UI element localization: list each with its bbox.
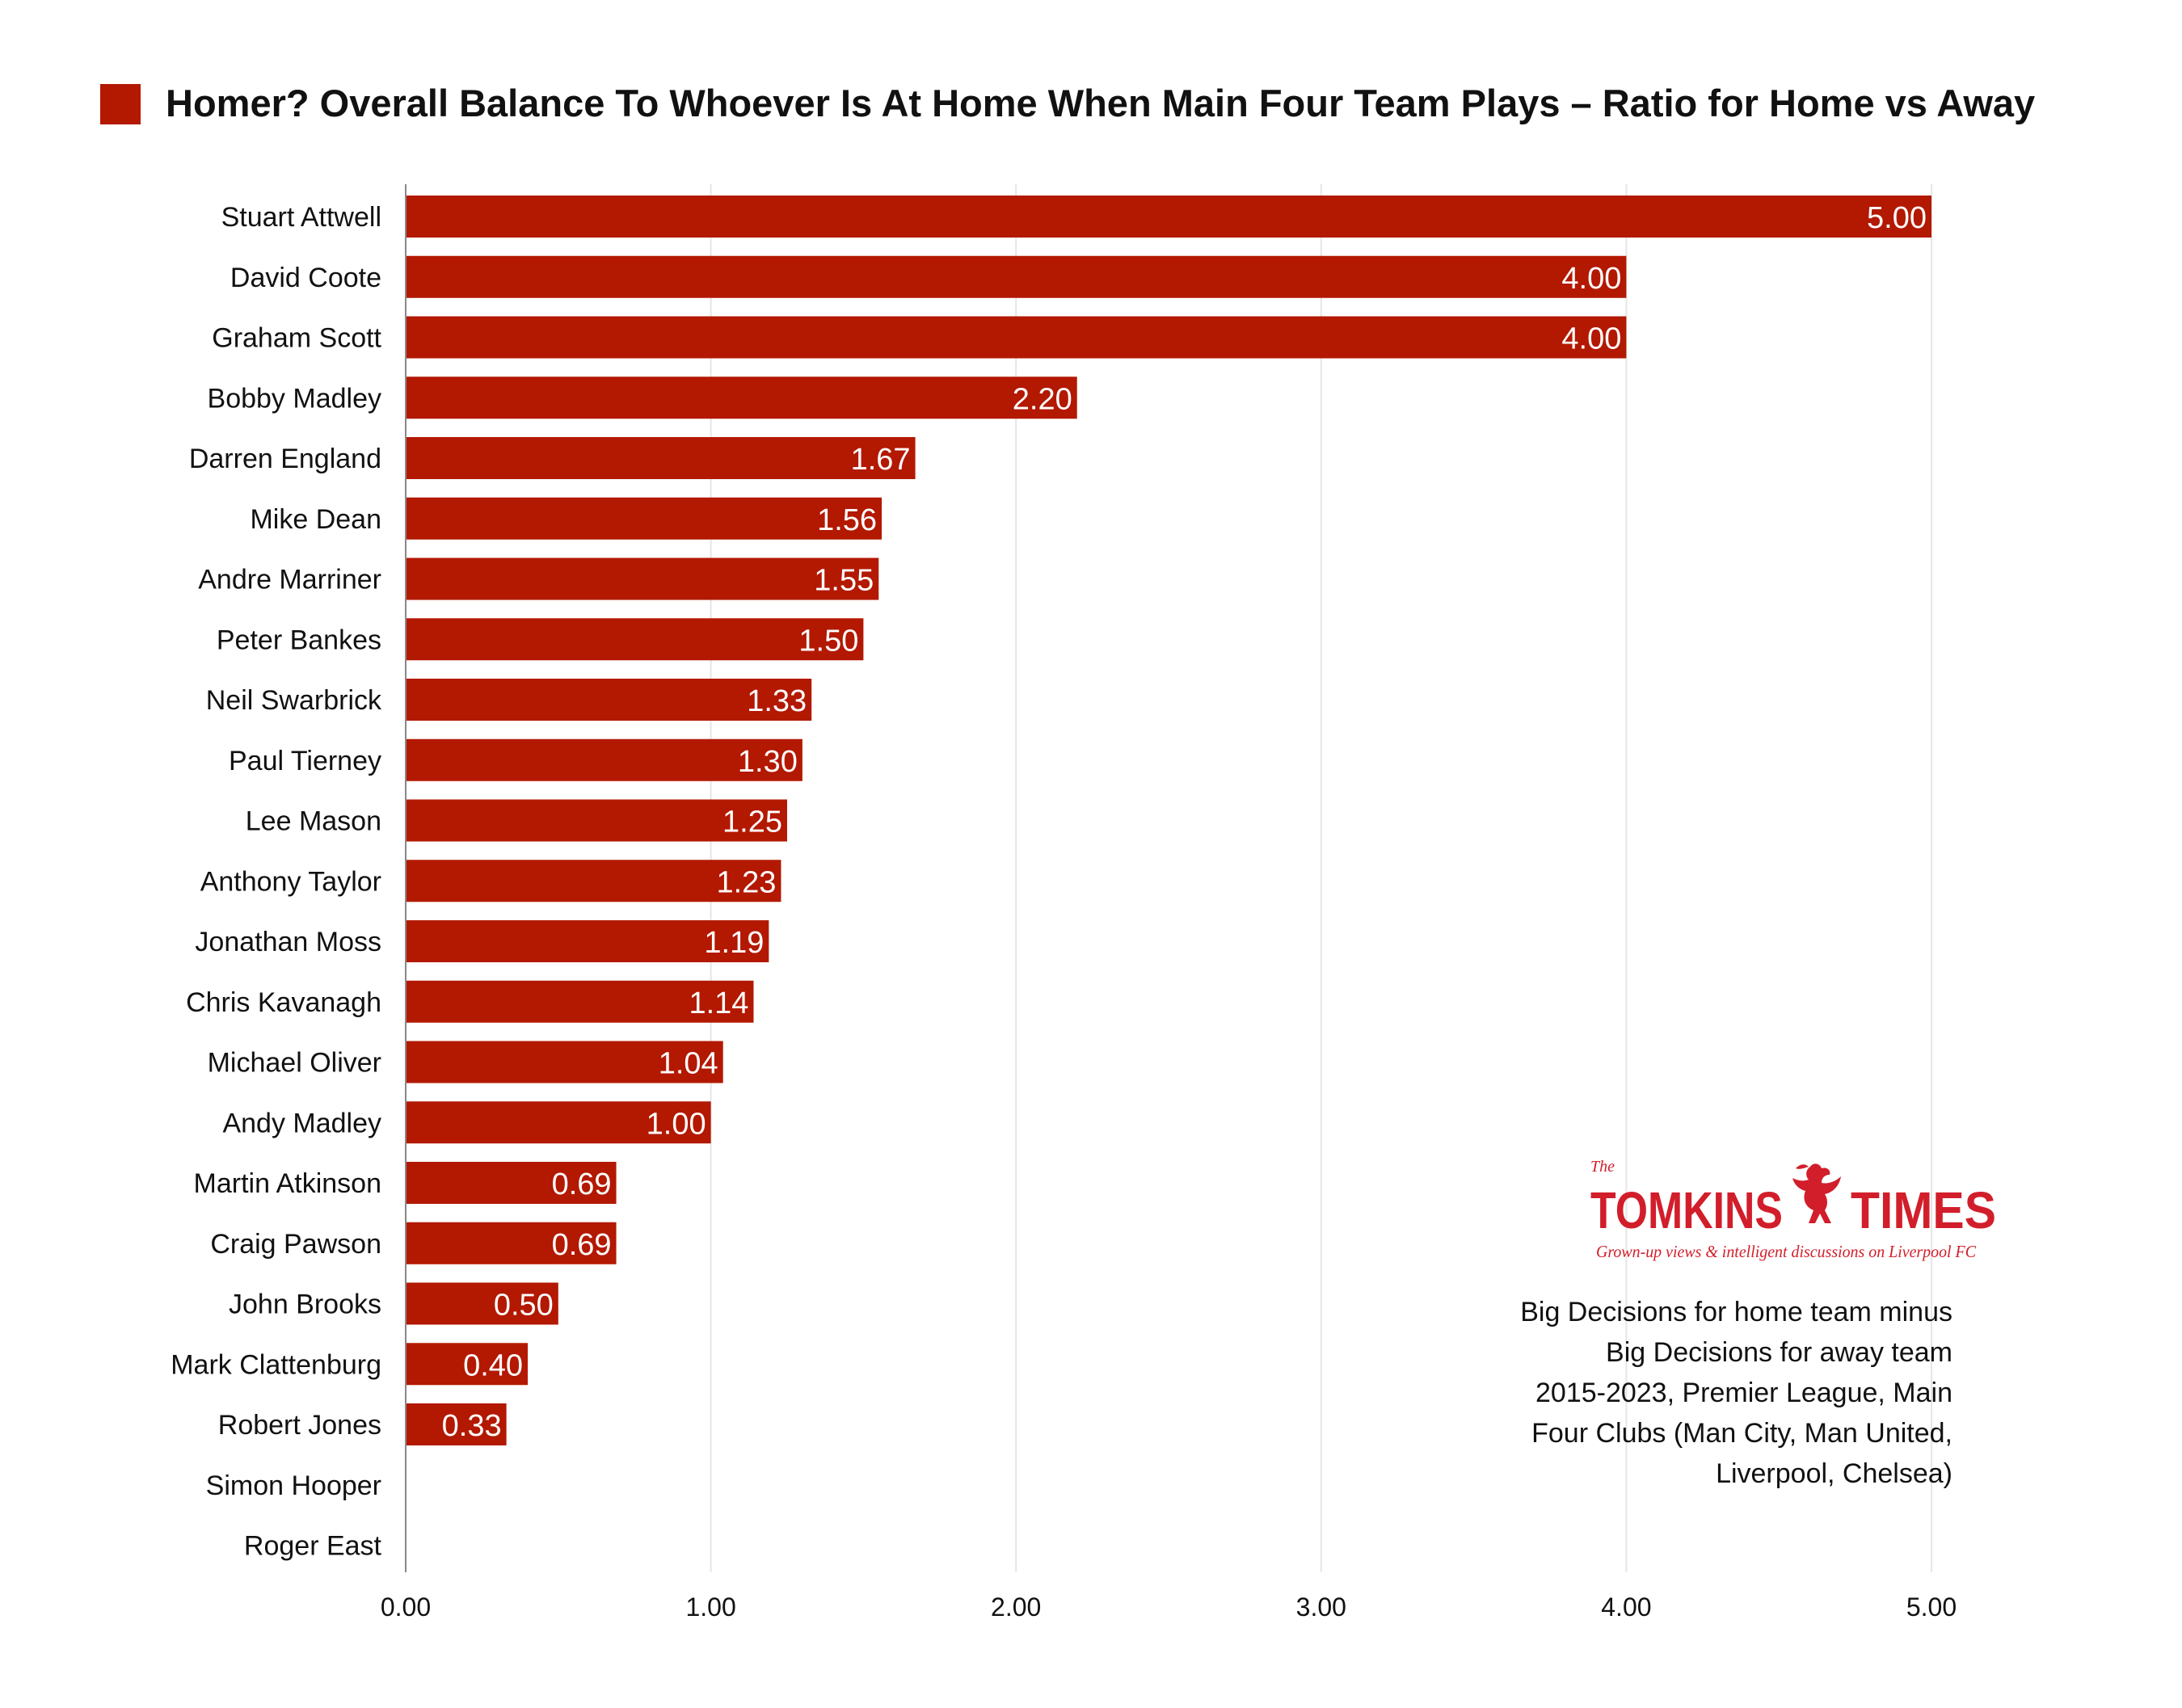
bar — [406, 1343, 529, 1386]
data-label: 1.67 — [851, 443, 911, 477]
data-label: 4.00 — [1561, 322, 1621, 356]
category-label: Peter Bankes — [217, 625, 381, 655]
annotation-line: Big Decisions for home team minus — [1520, 1297, 1952, 1327]
logo-the: The — [1590, 1158, 1615, 1176]
category-label: Andre Marriner — [198, 565, 381, 595]
bar — [406, 679, 812, 721]
bar — [406, 980, 754, 1023]
bar — [406, 1282, 558, 1325]
bar — [406, 799, 787, 842]
x-tick-label: 1.00 — [685, 1592, 735, 1622]
data-label: 0.40 — [463, 1348, 523, 1382]
chart-title: Homer? Overall Balance To Whoever Is At … — [166, 82, 2035, 124]
category-label: Mike Dean — [250, 504, 381, 535]
data-label: 1.25 — [722, 806, 782, 839]
data-label: 1.04 — [659, 1047, 718, 1081]
category-label: Mark Clattenburg — [171, 1349, 381, 1380]
data-label: 1.23 — [716, 865, 776, 899]
liverbird-icon — [1792, 1163, 1841, 1223]
bar — [406, 377, 1077, 419]
bar — [406, 255, 1627, 298]
category-label: Anthony Taylor — [200, 866, 381, 897]
x-tick-label: 2.00 — [991, 1592, 1041, 1622]
bar — [406, 618, 864, 661]
x-tick-label: 4.00 — [1601, 1592, 1651, 1622]
x-tick-label: 5.00 — [1906, 1592, 1957, 1622]
annotation-line: Liverpool, Chelsea) — [1716, 1458, 1952, 1489]
bar — [406, 1162, 617, 1204]
logo-tomkins: TOMKINS — [1590, 1181, 1783, 1239]
x-tick-label: 3.00 — [1296, 1592, 1346, 1622]
bars — [406, 196, 1931, 1445]
data-label: 0.69 — [552, 1167, 612, 1201]
bar — [406, 1403, 507, 1445]
category-label: Roger East — [244, 1531, 382, 1562]
data-label: 2.20 — [1013, 382, 1072, 416]
annotation-line: Big Decisions for away team — [1606, 1337, 1952, 1368]
data-label: 1.55 — [814, 564, 874, 598]
data-label: 0.50 — [494, 1289, 554, 1323]
data-label: 0.69 — [552, 1228, 612, 1262]
data-label: 1.50 — [798, 624, 858, 658]
category-label: David Coote — [230, 263, 381, 293]
category-label: Chris Kavanagh — [186, 987, 381, 1018]
x-tick-labels: 0.00 1.00 2.00 3.00 4.00 5.00 — [381, 1592, 1957, 1622]
data-label: 1.30 — [738, 745, 798, 779]
bar — [406, 196, 1931, 238]
category-label: Andy Madley — [222, 1108, 381, 1138]
data-label: 1.00 — [647, 1107, 706, 1141]
category-label: Lee Mason — [246, 806, 381, 837]
logo-tagline: Grown-up views & intelligent discussions… — [1596, 1242, 1977, 1261]
annotation: Big Decisions for home team minus Big Dec… — [1520, 1297, 1952, 1489]
bar — [406, 920, 769, 962]
value-labels: 5.00 4.00 4.00 2.20 1.67 1.56 1.55 1.50 1.33 1.30… — [442, 201, 1927, 1443]
bar — [406, 316, 1627, 359]
annotation-line: Four Clubs (Man City, Man United, — [1531, 1418, 1952, 1449]
tomkins-times-logo: The TOMKINS TIMES Grown-up views & intel… — [1590, 1158, 1996, 1261]
bar — [406, 860, 781, 902]
data-label: 5.00 — [1867, 201, 1927, 235]
data-label: 1.19 — [704, 926, 764, 960]
data-label: 1.56 — [817, 503, 877, 537]
category-label: Graham Scott — [212, 323, 381, 354]
category-label: John Brooks — [229, 1289, 381, 1320]
x-tick-label: 0.00 — [381, 1592, 431, 1622]
data-label: 1.33 — [747, 684, 807, 718]
category-label: Neil Swarbrick — [206, 685, 382, 716]
bar — [406, 1101, 711, 1144]
category-label: Stuart Attwell — [221, 202, 381, 233]
bar — [406, 497, 882, 540]
data-label: 1.14 — [689, 987, 748, 1020]
data-label: 4.00 — [1561, 262, 1621, 296]
category-label: Robert Jones — [218, 1410, 381, 1441]
data-label: 0.33 — [442, 1409, 502, 1443]
bar — [406, 1222, 617, 1264]
annotation-line: 2015-2023, Premier League, Main — [1535, 1378, 1952, 1408]
category-label: Paul Tierney — [229, 746, 381, 776]
category-label: Craig Pawson — [210, 1229, 381, 1260]
category-label: Martin Atkinson — [194, 1168, 381, 1199]
category-label: Bobby Madley — [208, 383, 381, 414]
category-label: Darren England — [189, 444, 381, 474]
category-label: Jonathan Moss — [195, 927, 381, 957]
bar — [406, 437, 916, 479]
bar — [406, 738, 802, 781]
logo-times: TIMES — [1851, 1181, 1996, 1239]
legend-swatch — [100, 84, 141, 124]
chart-title-group: Homer? Overall Balance To Whoever Is At … — [100, 82, 2035, 124]
category-label: Michael Oliver — [208, 1048, 381, 1079]
category-label: Simon Hooper — [206, 1470, 381, 1501]
bar — [406, 557, 879, 600]
category-labels: Stuart Attwell David Coote Graham Scott Bob… — [171, 202, 382, 1562]
bar — [406, 1041, 723, 1083]
